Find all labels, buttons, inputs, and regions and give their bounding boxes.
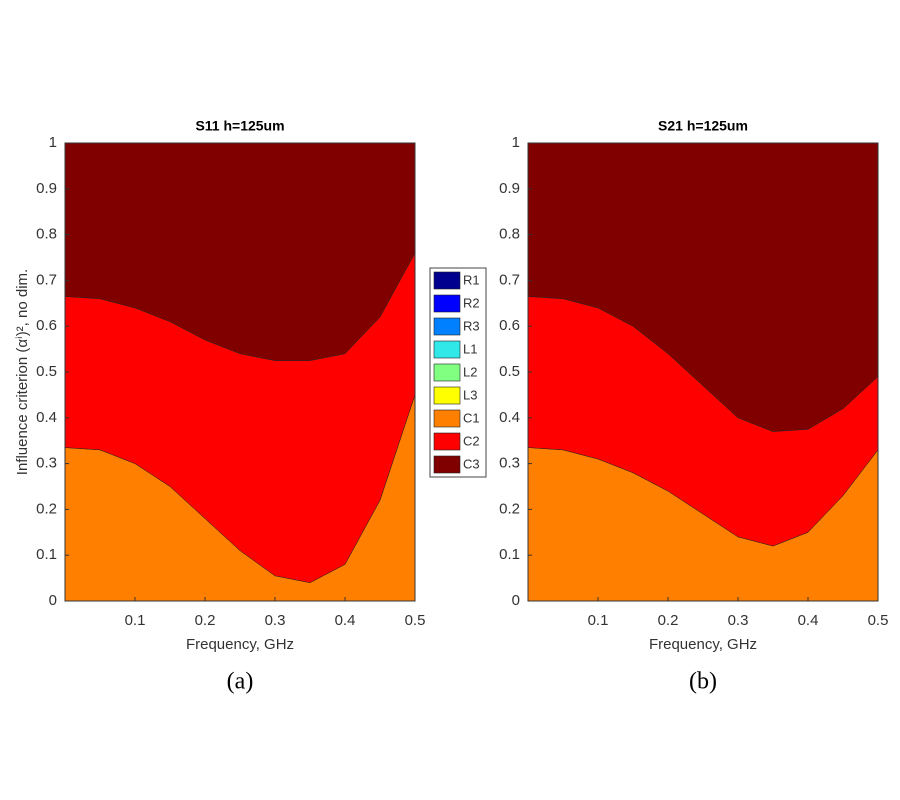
- legend-label: R2: [463, 295, 480, 310]
- x-tick-label: 0.5: [868, 612, 889, 629]
- legend-label: C1: [463, 410, 480, 425]
- y-tick-label: 0.8: [499, 226, 520, 243]
- legend-swatch: [433, 317, 461, 336]
- x-axis-label: Frequency, GHz: [186, 636, 294, 653]
- y-tick-label: 0.1: [36, 546, 57, 563]
- caption: (b): [689, 669, 717, 695]
- x-tick-label: 0.2: [195, 612, 216, 629]
- x-tick-label: 0.5: [405, 612, 426, 629]
- y-tick-label: 0.8: [36, 226, 57, 243]
- x-tick-label: 0.4: [798, 612, 819, 629]
- y-tick-label: 0.6: [36, 317, 57, 334]
- legend-label: R1: [463, 272, 480, 287]
- legend-swatch: [433, 363, 461, 382]
- legend-label: L3: [463, 387, 477, 402]
- y-tick-label: 0.2: [36, 500, 57, 517]
- legend-label: L2: [463, 364, 477, 379]
- y-tick-label: 0.4: [499, 409, 520, 426]
- legend-swatch: [433, 386, 461, 405]
- y-tick-label: 0.7: [36, 271, 57, 288]
- legend-label: R3: [463, 318, 480, 333]
- y-tick-label: 0.3: [499, 455, 520, 472]
- y-tick-label: 0.7: [499, 271, 520, 288]
- x-tick-label: 0.1: [588, 612, 609, 629]
- y-tick-label: 0.2: [499, 500, 520, 517]
- legend-swatch: [433, 340, 461, 359]
- y-tick-label: 0: [49, 592, 57, 609]
- y-tick-label: 0.6: [499, 317, 520, 334]
- legend-label: C3: [463, 456, 480, 471]
- legend-label: C2: [463, 433, 480, 448]
- legend-swatch: [433, 455, 461, 474]
- y-tick-label: 0.9: [36, 180, 57, 197]
- x-tick-label: 0.4: [335, 612, 356, 629]
- x-tick-label: 0.3: [265, 612, 286, 629]
- legend-swatch: [433, 294, 461, 313]
- y-tick-label: 0: [512, 592, 520, 609]
- y-tick-label: 0.5: [36, 363, 57, 380]
- legend-swatch: [433, 432, 461, 451]
- y-tick-label: 0.5: [499, 363, 520, 380]
- y-axis-label: Influence criterion (αⁱ)², no dim.: [14, 269, 31, 475]
- y-tick-label: 0.3: [36, 455, 57, 472]
- y-tick-label: 0.9: [499, 180, 520, 197]
- x-tick-label: 0.2: [658, 612, 679, 629]
- x-tick-label: 0.1: [125, 612, 146, 629]
- legend-swatch: [433, 271, 461, 290]
- y-tick-label: 0.4: [36, 409, 57, 426]
- y-tick-label: 0.1: [499, 546, 520, 563]
- x-tick-label: 0.3: [728, 612, 749, 629]
- y-tick-label: 1: [49, 134, 57, 151]
- y-tick-label: 1: [512, 134, 520, 151]
- caption: (a): [227, 669, 254, 695]
- x-axis-label: Frequency, GHz: [649, 636, 757, 653]
- chart-title: S21 h=125um: [658, 118, 748, 134]
- chart-title: S11 h=125um: [195, 118, 284, 134]
- legend-label: L1: [463, 341, 477, 356]
- legend-swatch: [433, 409, 461, 428]
